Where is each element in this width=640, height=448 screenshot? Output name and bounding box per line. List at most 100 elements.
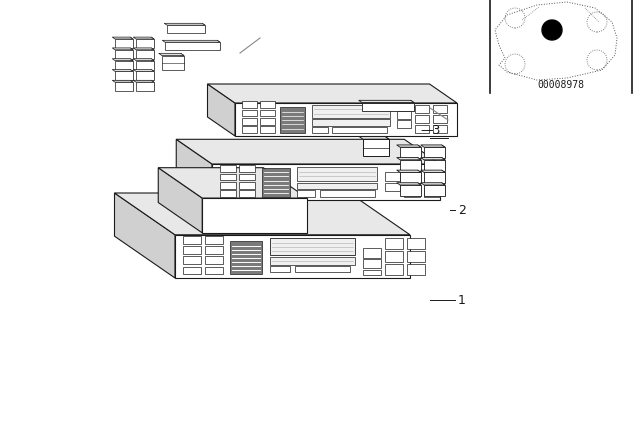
Polygon shape (397, 121, 411, 128)
Polygon shape (260, 126, 275, 133)
Polygon shape (418, 170, 421, 183)
Polygon shape (202, 23, 205, 33)
Polygon shape (332, 127, 387, 133)
Polygon shape (163, 40, 220, 42)
Text: —3: —3 (420, 124, 440, 137)
Polygon shape (363, 248, 381, 258)
Polygon shape (220, 174, 236, 180)
Polygon shape (420, 158, 445, 160)
Polygon shape (115, 193, 175, 278)
Polygon shape (158, 168, 202, 233)
Polygon shape (131, 80, 133, 91)
Polygon shape (175, 235, 410, 278)
Polygon shape (115, 82, 133, 91)
Polygon shape (297, 167, 377, 181)
Polygon shape (312, 127, 328, 133)
Polygon shape (407, 264, 425, 275)
Polygon shape (385, 137, 389, 156)
Polygon shape (424, 177, 440, 185)
Polygon shape (115, 50, 133, 59)
Polygon shape (131, 48, 133, 59)
Polygon shape (418, 158, 421, 171)
Polygon shape (442, 170, 445, 183)
Polygon shape (131, 59, 133, 69)
Polygon shape (424, 185, 445, 196)
Polygon shape (136, 60, 154, 69)
Polygon shape (397, 111, 411, 119)
Polygon shape (397, 145, 421, 147)
Polygon shape (112, 48, 133, 50)
Polygon shape (442, 145, 445, 158)
Polygon shape (262, 168, 290, 197)
Polygon shape (112, 69, 133, 71)
Polygon shape (133, 48, 154, 50)
Polygon shape (136, 39, 154, 48)
Polygon shape (212, 164, 440, 200)
Polygon shape (270, 266, 290, 272)
Polygon shape (242, 118, 257, 125)
Polygon shape (115, 39, 133, 48)
Polygon shape (424, 172, 445, 183)
Polygon shape (151, 37, 154, 48)
Polygon shape (239, 182, 255, 189)
Polygon shape (115, 60, 133, 69)
Polygon shape (400, 147, 421, 158)
Polygon shape (242, 110, 257, 116)
Polygon shape (165, 42, 220, 50)
Polygon shape (235, 103, 457, 136)
Polygon shape (385, 264, 403, 275)
Polygon shape (320, 190, 375, 197)
Polygon shape (242, 126, 257, 133)
Polygon shape (133, 37, 154, 39)
Polygon shape (220, 190, 236, 197)
Text: 1: 1 (458, 293, 466, 306)
Polygon shape (183, 246, 201, 254)
Polygon shape (112, 59, 133, 60)
Polygon shape (424, 147, 445, 158)
Polygon shape (442, 158, 445, 171)
Polygon shape (420, 145, 445, 147)
Polygon shape (415, 115, 429, 123)
Polygon shape (136, 50, 154, 59)
Polygon shape (400, 185, 421, 196)
Polygon shape (133, 59, 154, 60)
Polygon shape (433, 125, 447, 133)
Polygon shape (424, 165, 440, 174)
Polygon shape (151, 69, 154, 80)
Polygon shape (183, 267, 201, 274)
Polygon shape (385, 251, 403, 262)
Polygon shape (407, 251, 425, 262)
Polygon shape (112, 37, 133, 39)
Polygon shape (136, 82, 154, 91)
Polygon shape (297, 183, 377, 189)
Polygon shape (400, 172, 421, 183)
Polygon shape (362, 103, 414, 111)
Polygon shape (385, 172, 400, 181)
Polygon shape (397, 183, 421, 185)
Polygon shape (400, 160, 421, 171)
Polygon shape (112, 80, 133, 82)
Polygon shape (280, 107, 305, 133)
Polygon shape (407, 238, 425, 249)
Polygon shape (433, 105, 447, 112)
Polygon shape (239, 174, 255, 180)
Polygon shape (312, 105, 390, 118)
Polygon shape (167, 25, 205, 33)
Polygon shape (260, 118, 275, 125)
Polygon shape (442, 183, 445, 196)
Polygon shape (424, 188, 440, 197)
Polygon shape (260, 110, 275, 116)
Polygon shape (158, 168, 307, 198)
Polygon shape (164, 23, 205, 25)
Polygon shape (239, 190, 255, 197)
Circle shape (542, 20, 562, 40)
Polygon shape (115, 193, 410, 235)
Polygon shape (270, 257, 355, 265)
Polygon shape (411, 100, 414, 111)
Polygon shape (404, 188, 420, 197)
Polygon shape (418, 145, 421, 158)
Polygon shape (404, 177, 420, 185)
Polygon shape (159, 53, 184, 56)
Polygon shape (418, 183, 421, 196)
Polygon shape (176, 139, 212, 200)
